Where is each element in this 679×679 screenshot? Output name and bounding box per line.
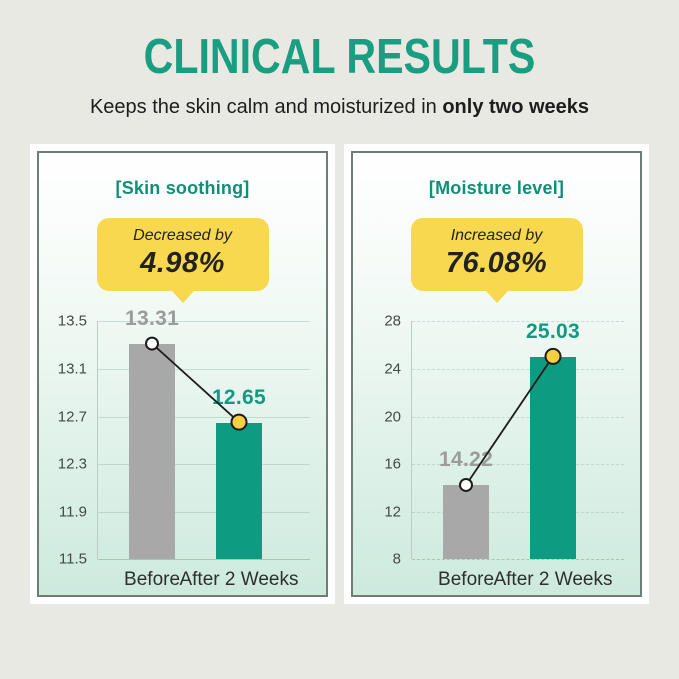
bar-value-after: 25.03 bbox=[525, 319, 580, 343]
bar-after bbox=[215, 422, 262, 560]
plot-area: 14.22 25.03 Before After 2 Weeks bbox=[411, 320, 624, 590]
page-header: CLINICAL RESULTS Keeps the skin calm and… bbox=[0, 0, 679, 119]
y-axis-tick: 24 bbox=[384, 360, 401, 378]
bar-chart: 28 24 20 16 12 8 14.22 bbox=[359, 313, 624, 590]
page-subtitle: Keeps the skin calm and moisturized in o… bbox=[0, 96, 679, 119]
bar-value-before: 14.22 bbox=[439, 448, 494, 472]
plot-area: 13.31 12.65 Before After 2 Weeks bbox=[97, 307, 310, 590]
bar-chart: 13.5 13.1 12.7 12.3 11.9 11.5 bbox=[45, 307, 310, 590]
panel-skin-soothing-inner: [Skin soothing] Decreased by 4.98% 13.5 … bbox=[37, 151, 328, 598]
baseline-gridline bbox=[412, 559, 624, 561]
bar-after bbox=[529, 356, 576, 560]
y-axis-tick: 12.7 bbox=[57, 408, 87, 426]
badge-wrap: Increased by 76.08% bbox=[353, 218, 640, 292]
y-axis-tick: 8 bbox=[392, 550, 401, 568]
y-axis-tick: 13.1 bbox=[57, 360, 87, 378]
gridline bbox=[98, 321, 310, 323]
chart-title: [Moisture level] bbox=[428, 178, 565, 199]
y-axis-tick: 12.3 bbox=[57, 455, 87, 473]
result-badge: Decreased by 4.98% bbox=[96, 218, 269, 292]
bar-value-after: 12.65 bbox=[211, 385, 266, 409]
gridline bbox=[98, 464, 310, 466]
y-axis-tick: 11.9 bbox=[58, 503, 87, 521]
y-axis-tick: 11.5 bbox=[58, 550, 87, 568]
y-axis-tick: 20 bbox=[384, 408, 401, 426]
y-axis-tick: 28 bbox=[384, 312, 401, 330]
bar-group-before: 14.22 bbox=[439, 321, 493, 560]
baseline-gridline bbox=[98, 559, 310, 561]
bar-before bbox=[129, 344, 176, 560]
y-axis: 28 24 20 16 12 8 bbox=[359, 313, 411, 568]
bar-before bbox=[443, 485, 490, 560]
gridline bbox=[412, 511, 624, 513]
charts-container: [Skin soothing] Decreased by 4.98% 13.5 … bbox=[30, 144, 649, 605]
result-badge: Increased by 76.08% bbox=[410, 218, 583, 292]
badge-percent: 4.98% bbox=[140, 247, 225, 280]
badge-wrap: Decreased by 4.98% bbox=[39, 218, 326, 292]
y-axis-tick: 12 bbox=[384, 503, 401, 521]
badge-caption: Increased by bbox=[450, 227, 543, 245]
page-title: CLINICAL RESULTS bbox=[143, 30, 536, 84]
x-label-before: Before bbox=[124, 569, 181, 591]
panel-skin-soothing: [Skin soothing] Decreased by 4.98% 13.5 … bbox=[30, 144, 335, 605]
panel-moisture-level: [Moisture level] Increased by 76.08% 28 … bbox=[344, 144, 649, 605]
gridline bbox=[412, 321, 624, 323]
chart-title: [Skin soothing] bbox=[115, 178, 250, 199]
bar-value-before: 13.31 bbox=[125, 307, 180, 331]
bar-group-before: 13.31 bbox=[125, 307, 179, 560]
badge-caption: Decreased by bbox=[133, 227, 232, 245]
subtitle-bold-text: only two weeks bbox=[442, 96, 590, 119]
bar-group-after: 12.65 bbox=[212, 321, 266, 560]
y-axis: 13.5 13.1 12.7 12.3 11.9 11.5 bbox=[45, 313, 97, 568]
y-axis-tick: 13.5 bbox=[57, 312, 87, 330]
y-axis-tick: 16 bbox=[384, 455, 401, 473]
x-label-after: After 2 Weeks bbox=[179, 569, 299, 591]
bar-group-after: 25.03 bbox=[526, 320, 580, 560]
subtitle-text: Keeps the skin calm and moisturized in bbox=[89, 96, 443, 119]
gridline bbox=[98, 511, 310, 513]
x-label-before: Before bbox=[438, 569, 495, 591]
panel-moisture-level-inner: [Moisture level] Increased by 76.08% 28 … bbox=[351, 151, 642, 598]
x-label-after: After 2 Weeks bbox=[493, 569, 613, 591]
badge-percent: 76.08% bbox=[445, 247, 548, 280]
